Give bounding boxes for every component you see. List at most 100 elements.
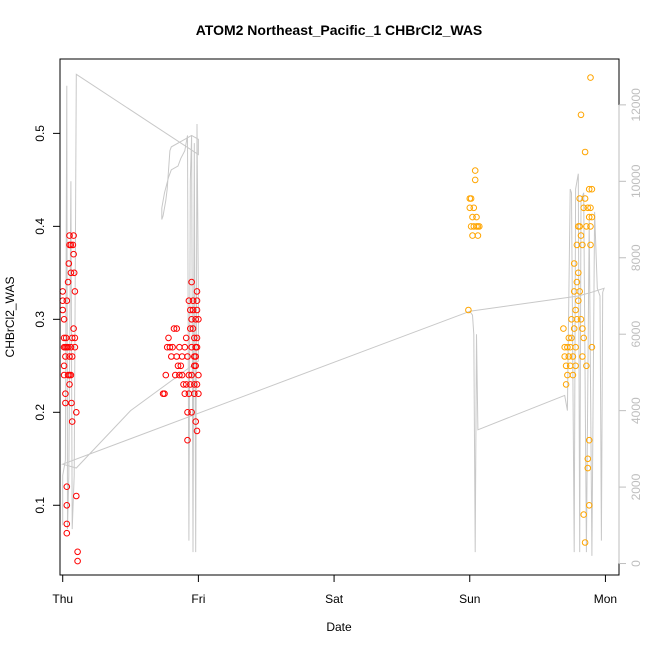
y-tick-label: 0.3 [33, 311, 47, 328]
data-point-red [63, 483, 71, 491]
data-point-red [63, 297, 71, 305]
data-point-red [63, 520, 71, 528]
data-point-red [193, 334, 201, 342]
data-point-red [182, 381, 190, 388]
data-point-orange [572, 343, 579, 351]
data-point-red [70, 232, 77, 239]
data-point-red [193, 381, 201, 388]
data-point-orange [583, 223, 590, 230]
data-point-orange [573, 316, 581, 323]
data-point-red [63, 502, 71, 509]
data-point-red [192, 353, 199, 360]
data-point-red [184, 436, 191, 444]
data-point-orange [568, 334, 575, 342]
data-point-orange [585, 185, 593, 193]
data-point-red [180, 381, 187, 388]
data-point-red [73, 409, 80, 416]
data-point-red [70, 269, 78, 277]
data-point-red [67, 269, 75, 277]
data-point-orange [587, 241, 594, 249]
data-point-red [188, 278, 195, 286]
y-tick-label: 0.5 [33, 125, 47, 142]
data-point-red [181, 343, 189, 351]
data-point-red [176, 371, 183, 379]
x-tick-label: Mon [594, 592, 617, 606]
data-point-red [60, 362, 68, 370]
data-point-orange [581, 195, 589, 202]
data-point-red [60, 334, 68, 342]
data-point-orange [471, 167, 479, 174]
data-point-red [192, 418, 199, 425]
data-point-red [64, 343, 72, 351]
data-point-orange [570, 325, 578, 332]
data-point-red [178, 371, 186, 379]
data-point-orange [570, 260, 578, 267]
data-point-red [66, 353, 73, 360]
y2-tick-label: 6000 [629, 321, 643, 348]
data-point-orange [562, 381, 570, 388]
data-point-orange [476, 223, 483, 230]
data-point-orange [581, 148, 589, 156]
y-tick-label: 0.2 [33, 404, 47, 421]
data-point-orange [569, 371, 577, 379]
x-tick-label: Sun [459, 592, 480, 606]
x-axis-label: Date [326, 620, 352, 634]
data-point-orange [577, 232, 585, 239]
data-point-red [172, 371, 179, 379]
data-point-orange [581, 539, 589, 546]
data-point-orange [565, 353, 573, 360]
data-point-red [184, 409, 191, 416]
data-point-red [177, 362, 185, 370]
data-point-red [73, 492, 80, 500]
data-point-red [195, 316, 202, 323]
data-point-orange [576, 223, 584, 230]
data-point-red [68, 353, 76, 360]
data-point-red [64, 278, 72, 286]
data-point-orange [564, 343, 571, 351]
data-point-red [193, 288, 201, 295]
data-point-red [195, 371, 202, 379]
data-point-red [189, 325, 197, 332]
y-axis-label: CHBrCl2_WAS [3, 277, 17, 358]
data-point-red [193, 427, 201, 435]
data-point-orange [466, 204, 474, 212]
data-point-orange [585, 436, 593, 444]
y2-tick-label: 8000 [629, 244, 643, 271]
data-point-orange [572, 362, 579, 370]
y-tick-label: 0.1 [33, 497, 47, 514]
data-point-red [170, 325, 178, 332]
data-point-orange [588, 343, 596, 351]
data-point-orange [473, 213, 480, 221]
data-point-red [74, 557, 81, 565]
data-point-orange [587, 74, 594, 81]
data-point-orange [588, 213, 596, 221]
y2-tick-label: 2000 [629, 473, 643, 500]
points-layer [59, 74, 596, 565]
data-point-red [192, 362, 199, 370]
data-point-orange [579, 325, 586, 332]
data-point-red [62, 353, 69, 360]
data-point-red [187, 306, 194, 314]
data-point-red [185, 371, 193, 379]
data-point-red [67, 371, 75, 379]
data-point-orange [575, 297, 582, 305]
data-point-orange [569, 353, 577, 360]
x-tick-label: Sat [325, 592, 344, 606]
data-point-red [70, 250, 77, 258]
y2-tick-label: 12000 [629, 88, 643, 122]
data-point-red [71, 288, 79, 295]
data-point-red [67, 343, 75, 351]
data-point-red [188, 409, 195, 416]
data-point-red [169, 343, 176, 351]
data-point-orange [560, 325, 567, 332]
data-point-red [166, 343, 174, 351]
y2-tick-label: 4000 [629, 397, 643, 424]
data-point-red [68, 418, 76, 425]
data-point-red [69, 241, 77, 249]
chart-title: ATOM2 Northeast_Pacific_1 CHBrCl2_WAS [196, 22, 483, 38]
data-point-orange [584, 204, 592, 212]
data-point-red [162, 371, 170, 379]
data-point-orange [588, 185, 596, 193]
